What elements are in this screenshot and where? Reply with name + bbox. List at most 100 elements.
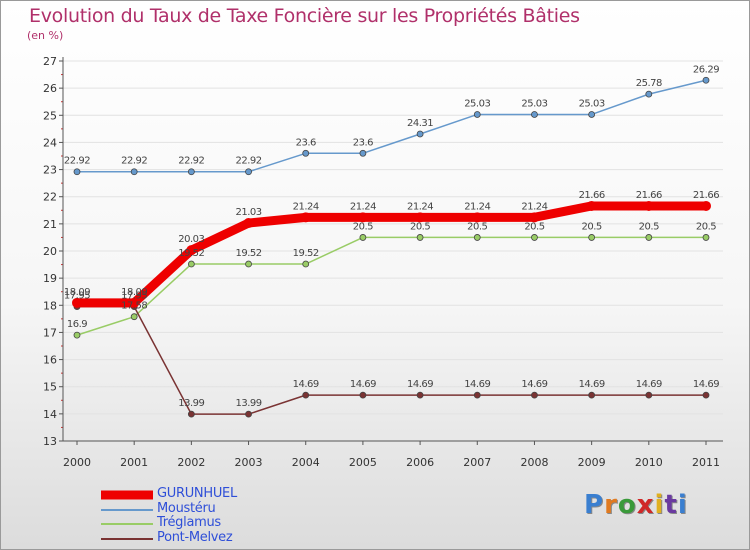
proxiti-logo: Proxiti: [584, 490, 688, 520]
data-label: 20.5: [410, 221, 430, 232]
data-label: 14.69: [693, 379, 719, 390]
data-label: 24.31: [407, 118, 433, 129]
data-point: [359, 391, 367, 399]
data-point: [186, 245, 197, 256]
data-point: [302, 149, 310, 157]
data-label: 20.5: [696, 221, 716, 232]
y-tick-label: 15: [43, 381, 57, 394]
data-point: [531, 234, 538, 241]
data-point: [701, 200, 711, 211]
legend-label: Pont-Melvez: [157, 529, 233, 545]
data-label: 21.66: [693, 190, 719, 201]
logo-letter: r: [604, 490, 618, 520]
data-label: 18.09: [64, 287, 90, 298]
data-point: [416, 130, 424, 138]
data-label: 20.5: [353, 221, 373, 232]
y-tick-label: 25: [43, 109, 57, 122]
x-tick-label: 2008: [520, 456, 548, 469]
data-label: 20.5: [467, 221, 487, 232]
data-label: 20.03: [178, 234, 204, 245]
data-label: 17.95: [64, 291, 90, 302]
data-point: [531, 111, 538, 118]
y-tick-label: 24: [43, 136, 57, 149]
y-tick-label: 23: [43, 164, 57, 177]
data-point: [702, 391, 710, 399]
data-label: 14.69: [350, 379, 376, 390]
logo-letter: t: [664, 490, 678, 520]
data-point: [72, 297, 82, 308]
data-label: 14.69: [521, 379, 547, 390]
y-tick-label: 18: [43, 299, 57, 312]
x-tick-label: 2010: [635, 456, 663, 469]
data-point: [645, 391, 653, 399]
data-label: 18.09: [121, 287, 147, 298]
legend-label: GURUNHUEL: [157, 486, 237, 501]
data-point: [416, 391, 424, 399]
x-tick-label: 2004: [292, 456, 320, 469]
data-point: [187, 168, 195, 176]
data-label: 17.95: [121, 291, 147, 302]
data-point: [243, 218, 254, 229]
data-point: [73, 168, 81, 176]
data-point: [300, 212, 311, 223]
data-point: [586, 200, 597, 211]
x-tick-label: 2005: [349, 456, 377, 469]
data-label: 21.24: [293, 201, 319, 212]
y-tick-label: 14: [43, 408, 57, 421]
data-point: [702, 76, 710, 84]
data-label: 14.69: [464, 379, 490, 390]
legend-label: Moustéru: [157, 500, 216, 516]
data-label: 21.66: [636, 190, 662, 201]
logo-letter: o: [617, 490, 637, 520]
data-label: 25.78: [636, 78, 662, 89]
series-line-GURUNHUEL: [72, 201, 711, 308]
legend-swatch: [101, 490, 153, 500]
y-tick-label: 13: [43, 435, 57, 448]
data-label: 22.92: [178, 156, 204, 167]
data-label: 21.24: [521, 201, 547, 212]
data-point: [473, 391, 481, 399]
x-tick-label: 2011: [692, 456, 720, 469]
data-point: [357, 212, 368, 223]
data-label: 19.52: [178, 248, 204, 259]
data-label: 20.5: [582, 221, 602, 232]
data-point: [130, 168, 138, 176]
data-label: 21.66: [579, 190, 605, 201]
data-label: 17.58: [121, 301, 147, 312]
data-point: [588, 111, 596, 118]
data-point: [129, 297, 140, 308]
data-label: 14.69: [407, 379, 433, 390]
data-point: [588, 391, 596, 399]
series-line-Pont-Melvez: [76, 305, 707, 415]
data-label: 20.5: [524, 221, 544, 232]
data-point: [645, 234, 653, 241]
data-point: [473, 111, 481, 118]
data-label: 22.92: [121, 156, 147, 167]
data-label: 26.29: [693, 64, 719, 75]
y-tick-label: 22: [43, 191, 57, 204]
x-tick-label: 2001: [120, 456, 148, 469]
data-point: [643, 200, 654, 211]
data-point: [473, 234, 481, 241]
data-label: 21.03: [235, 207, 261, 218]
data-point: [415, 212, 426, 223]
logo-letter: i: [677, 490, 688, 520]
series-line-Tréglamus: [76, 236, 707, 336]
data-point: [187, 410, 195, 418]
data-label: 19.52: [293, 248, 319, 259]
data-label: 13.99: [178, 398, 204, 409]
data-point: [531, 391, 538, 399]
data-label: 21.24: [350, 201, 376, 212]
data-point: [73, 331, 81, 339]
data-label: 23.6: [353, 137, 373, 148]
y-tick-label: 16: [43, 354, 57, 367]
data-label: 14.69: [579, 379, 605, 390]
logo-letter: i: [654, 490, 665, 520]
data-point: [359, 234, 367, 241]
series-line-Moustéru: [76, 79, 707, 173]
data-point: [588, 234, 596, 241]
chart-title: Evolution du Taux de Taxe Foncière sur l…: [29, 5, 580, 27]
data-label: 21.24: [464, 201, 490, 212]
data-point: [130, 313, 138, 321]
